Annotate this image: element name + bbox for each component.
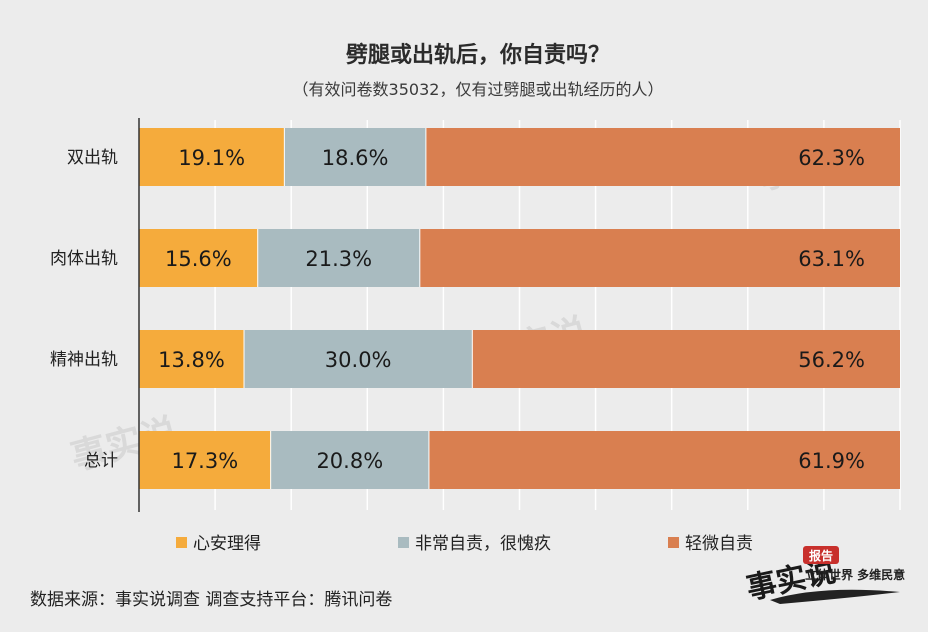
bar-segment: [139, 229, 258, 287]
logo-brush-stroke: [770, 589, 900, 604]
bar-segment: [472, 330, 900, 388]
category-label: 肉体出轨: [50, 249, 118, 269]
chart-subtitle: （有效问卷数35032，仅有过劈腿或出轨经历的人）: [293, 80, 664, 99]
brand-logo: 事实说 报告 立体世界 多维民意: [743, 546, 905, 607]
legend-swatch: [176, 537, 187, 548]
data-label: 20.8%: [316, 449, 383, 473]
logo-tagline: 立体世界 多维民意: [805, 567, 905, 582]
logo-badge: 报告: [809, 548, 833, 563]
category-label: 双出轨: [67, 148, 118, 168]
legend-swatch: [398, 537, 409, 548]
bar-segment: [139, 330, 245, 388]
source-note: 数据来源：事实说调查 调查支持平台：腾讯问卷: [30, 590, 392, 610]
data-label: 18.6%: [322, 146, 389, 170]
bars: [139, 128, 900, 489]
data-label: 19.1%: [178, 146, 245, 170]
legend-label: 轻微自责: [685, 534, 753, 554]
bar-segment: [270, 431, 429, 489]
value-labels: 19.1% 18.6% 62.3% 15.6% 21.3% 63.1% 13.8% 30.0%…: [158, 146, 865, 473]
data-label: 17.3%: [171, 449, 238, 473]
data-label: 62.3%: [798, 146, 865, 170]
bar-segment: [139, 128, 285, 186]
data-label: 56.2%: [798, 348, 865, 372]
bar-segment: [139, 431, 271, 489]
category-label: 精神出轨: [50, 350, 118, 370]
data-label: 30.0%: [325, 348, 392, 372]
category-label: 总计: [84, 451, 118, 471]
legend-item: 心安理得: [176, 534, 261, 554]
bar-segment: [425, 128, 900, 186]
data-label: 61.9%: [798, 449, 865, 473]
data-label: 13.8%: [158, 348, 225, 372]
legend-label: 非常自责，很愧疚: [415, 534, 551, 554]
legend-label: 心安理得: [193, 534, 261, 554]
legend: 心安理得 非常自责，很愧疚 轻微自责: [176, 534, 753, 554]
legend-item: 轻微自责: [668, 534, 753, 554]
chart-title: 劈腿或出轨后，你自责吗？: [346, 42, 610, 68]
legend-swatch: [668, 537, 679, 548]
bar-segment: [428, 431, 900, 489]
bar-segment: [419, 229, 900, 287]
bar-segment: [244, 330, 473, 388]
bar-segment: [284, 128, 426, 186]
bar-segment: [257, 229, 420, 287]
data-label: 15.6%: [165, 247, 232, 271]
data-label: 63.1%: [798, 247, 865, 271]
logo-badge-bg: [803, 546, 839, 564]
data-label: 21.3%: [305, 247, 372, 271]
legend-item: 非常自责，很愧疚: [398, 534, 551, 554]
